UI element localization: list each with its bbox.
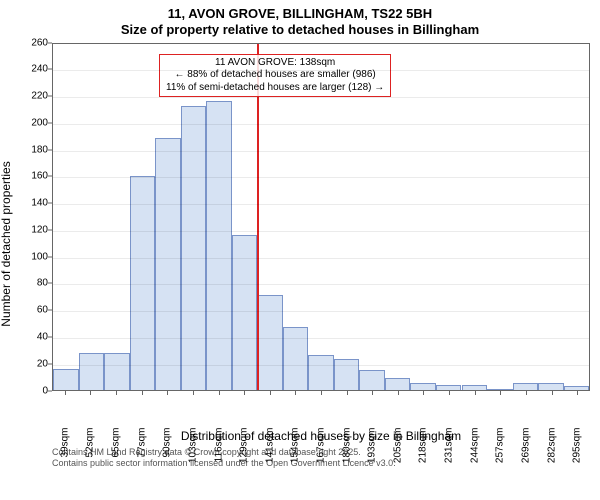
- histogram-bar: [130, 176, 155, 390]
- y-tick-label: 140: [24, 198, 48, 209]
- histogram-bar: [462, 385, 487, 390]
- gridline: [53, 124, 589, 125]
- callout-line: 11% of semi-detached houses are larger (…: [166, 82, 384, 95]
- histogram-bar: [181, 106, 206, 389]
- y-tick-label: 160: [24, 171, 48, 182]
- histogram-bar: [53, 369, 78, 390]
- y-tick-label: 100: [24, 251, 48, 262]
- y-tick-mark: [48, 283, 52, 284]
- y-tick-mark: [48, 390, 52, 391]
- x-tick-mark: [219, 391, 220, 395]
- x-tick-mark: [65, 391, 66, 395]
- gridline: [53, 231, 589, 232]
- histogram-bar: [308, 355, 333, 389]
- gridline: [53, 204, 589, 205]
- histogram-bar: [79, 353, 104, 390]
- x-tick-mark: [193, 391, 194, 395]
- x-tick-mark: [142, 391, 143, 395]
- x-tick-mark: [500, 391, 501, 395]
- y-tick-mark: [48, 363, 52, 364]
- y-tick-mark: [48, 149, 52, 150]
- gridline: [53, 151, 589, 152]
- x-axis-label: Distribution of detached houses by size …: [52, 429, 590, 443]
- y-tick-label: 60: [24, 305, 48, 316]
- x-tick-mark: [449, 391, 450, 395]
- gridline: [53, 177, 589, 178]
- histogram-bar: [410, 383, 435, 389]
- x-tick-mark: [116, 391, 117, 395]
- callout-box: 11 AVON GROVE: 138sqm← 88% of detached h…: [159, 54, 391, 98]
- y-tick-mark: [48, 310, 52, 311]
- x-tick-mark: [372, 391, 373, 395]
- y-tick-label: 20: [24, 358, 48, 369]
- y-tick-label: 240: [24, 64, 48, 75]
- y-tick-mark: [48, 122, 52, 123]
- x-tick-mark: [398, 391, 399, 395]
- histogram-bar: [564, 386, 589, 390]
- y-tick-label: 40: [24, 331, 48, 342]
- histogram-bar: [487, 389, 512, 390]
- x-tick-mark: [321, 391, 322, 395]
- gridline: [53, 97, 589, 98]
- histogram-bar: [385, 378, 410, 390]
- x-tick-mark: [552, 391, 553, 395]
- y-axis-label: Number of detached properties: [0, 161, 13, 326]
- plot-area: 11 AVON GROVE: 138sqm← 88% of detached h…: [52, 43, 590, 391]
- histogram-bar: [257, 295, 282, 389]
- y-tick-label: 260: [24, 37, 48, 48]
- histogram-bar: [155, 138, 180, 389]
- gridline: [53, 258, 589, 259]
- histogram-bar: [359, 370, 384, 390]
- chart-area: Number of detached properties 11 AVON GR…: [0, 43, 600, 445]
- x-tick-mark: [475, 391, 476, 395]
- y-tick-label: 0: [24, 385, 48, 396]
- gridline: [53, 338, 589, 339]
- y-tick-label: 180: [24, 144, 48, 155]
- y-tick-mark: [48, 256, 52, 257]
- x-tick-mark: [526, 391, 527, 395]
- chart-title-block: 11, AVON GROVE, BILLINGHAM, TS22 5BH Siz…: [0, 0, 600, 43]
- gridline: [53, 70, 589, 71]
- y-tick-mark: [48, 42, 52, 43]
- histogram-bar: [538, 383, 563, 389]
- histogram-bar: [513, 383, 538, 389]
- histogram-bar: [283, 327, 308, 389]
- y-tick-mark: [48, 229, 52, 230]
- gridline: [53, 311, 589, 312]
- x-tick-mark: [577, 391, 578, 395]
- y-tick-mark: [48, 96, 52, 97]
- x-tick-mark: [347, 391, 348, 395]
- gridline: [53, 284, 589, 285]
- y-tick-label: 220: [24, 91, 48, 102]
- x-tick-mark: [167, 391, 168, 395]
- histogram-bar: [104, 353, 129, 390]
- x-tick-mark: [270, 391, 271, 395]
- x-tick-mark: [423, 391, 424, 395]
- histogram-bar: [436, 385, 461, 390]
- x-tick-mark: [90, 391, 91, 395]
- y-tick-label: 200: [24, 117, 48, 128]
- y-tick-mark: [48, 176, 52, 177]
- y-tick-mark: [48, 69, 52, 70]
- y-tick-label: 80: [24, 278, 48, 289]
- title-sub: Size of property relative to detached ho…: [0, 22, 600, 42]
- callout-line: 11 AVON GROVE: 138sqm: [166, 57, 384, 70]
- y-tick-label: 120: [24, 224, 48, 235]
- title-main: 11, AVON GROVE, BILLINGHAM, TS22 5BH: [0, 0, 600, 22]
- gridline: [53, 365, 589, 366]
- x-tick-mark: [295, 391, 296, 395]
- histogram-bar: [206, 101, 231, 389]
- y-tick-mark: [48, 336, 52, 337]
- y-tick-mark: [48, 203, 52, 204]
- x-tick-mark: [244, 391, 245, 395]
